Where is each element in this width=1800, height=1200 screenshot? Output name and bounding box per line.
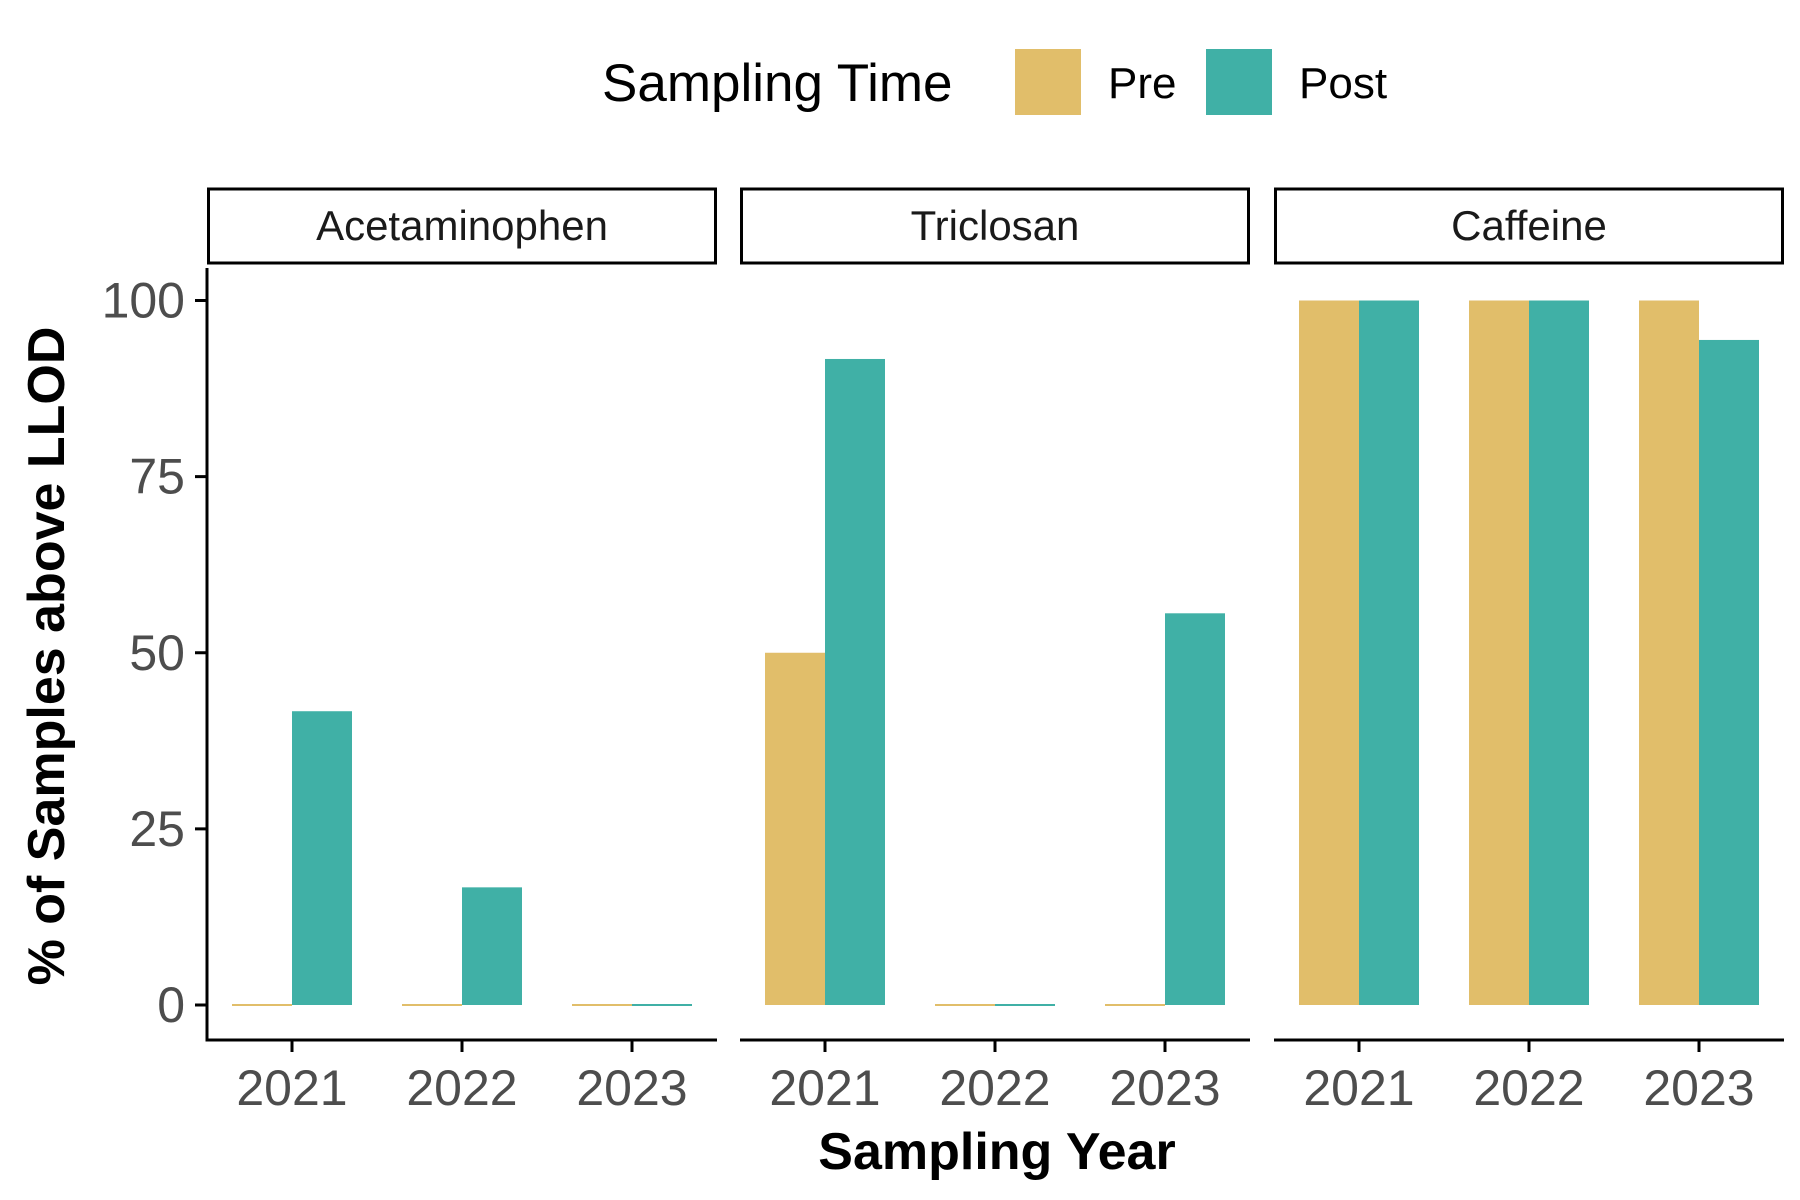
- bar-triclosan-2023-pre: [1105, 1004, 1165, 1006]
- bar-triclosan-2022-post: [995, 1004, 1055, 1006]
- facet-strip-box: [740, 187, 1250, 265]
- legend: Sampling Time Pre Post: [602, 49, 1387, 115]
- bar-acetaminophen-2021-post: [292, 711, 352, 1005]
- x-tick-label: 2021: [236, 1060, 347, 1116]
- bar-caffeine-2021-pre: [1299, 300, 1359, 1005]
- x-tick-label: 2021: [1303, 1060, 1414, 1116]
- y-axis-title: % of Samples above LLOD: [18, 327, 76, 986]
- facet-strip-box: [1274, 187, 1784, 265]
- legend-swatch-post: [1206, 49, 1272, 115]
- facet-panels: Acetaminophen 2021 2022 2023 Triclosan 2021 20…: [207, 187, 1784, 1116]
- bar-acetaminophen-2022-post: [462, 887, 522, 1005]
- legend-title: Sampling Time: [602, 54, 953, 113]
- bar-caffeine-2023-pre: [1639, 300, 1699, 1005]
- bar-acetaminophen-2023-pre: [572, 1004, 632, 1006]
- x-tick-label: 2023: [1643, 1060, 1754, 1116]
- bar-caffeine-2023-post: [1699, 339, 1759, 1005]
- facet-panel-acetaminophen: Acetaminophen 2021 2022 2023: [207, 187, 717, 1116]
- legend-label-pre: Pre: [1108, 59, 1176, 108]
- bar-triclosan-2021-pre: [765, 652, 825, 1005]
- x-tick-label: 2023: [576, 1060, 687, 1116]
- y-tick-label: 100: [102, 273, 185, 329]
- bar-triclosan-2022-pre: [935, 1004, 995, 1006]
- facet-strip-label: Triclosan: [911, 202, 1080, 249]
- facet-strip-label: Caffeine: [1451, 202, 1607, 249]
- y-tick-label: 50: [129, 625, 185, 681]
- bar-caffeine-2022-post: [1529, 300, 1589, 1005]
- legend-label-post: Post: [1299, 59, 1387, 108]
- bar-acetaminophen-2023-post: [632, 1004, 692, 1006]
- facet-strip-label: Acetaminophen: [316, 202, 608, 249]
- y-tick-label: 25: [129, 801, 185, 857]
- x-tick-label: 2023: [1109, 1060, 1220, 1116]
- bar-caffeine-2022-pre: [1469, 300, 1529, 1005]
- y-tick-label: 0: [157, 977, 185, 1033]
- x-tick-label: 2021: [769, 1060, 880, 1116]
- facet-panel-triclosan: Triclosan 2021 2022 2023: [740, 187, 1250, 1116]
- bar-acetaminophen-2021-pre: [232, 1004, 292, 1006]
- bar-triclosan-2023-post: [1165, 613, 1225, 1005]
- x-tick-label: 2022: [939, 1060, 1050, 1116]
- bar-acetaminophen-2022-pre: [402, 1004, 462, 1006]
- bar-caffeine-2021-post: [1359, 300, 1419, 1005]
- x-tick-label: 2022: [1473, 1060, 1584, 1116]
- facet-strip-box: [207, 187, 717, 265]
- x-axis-title: Sampling Year: [818, 1123, 1175, 1181]
- y-axis: 0 25 50 75 100: [102, 268, 209, 1042]
- bar-triclosan-2021-post: [825, 358, 885, 1005]
- legend-swatch-pre: [1015, 49, 1081, 115]
- x-tick-label: 2022: [406, 1060, 517, 1116]
- y-tick-label: 75: [129, 449, 185, 505]
- facet-panel-caffeine: Caffeine 2021 2022 2023: [1274, 187, 1784, 1116]
